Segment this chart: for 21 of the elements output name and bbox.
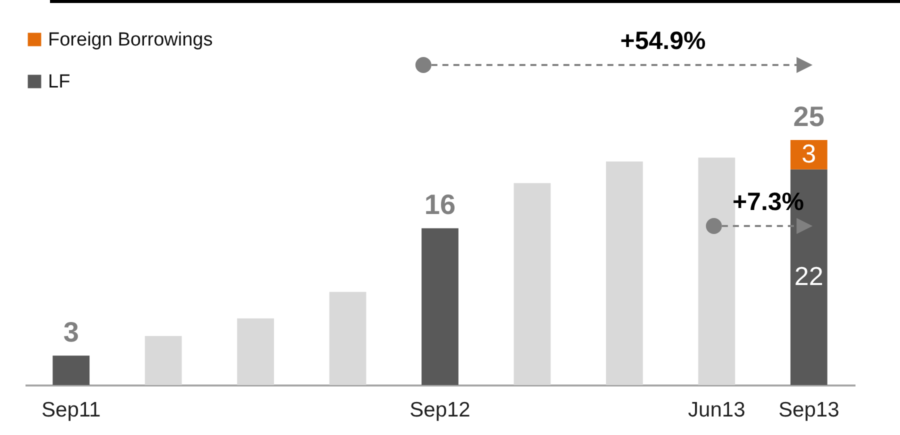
total-label: 25 <box>793 101 824 132</box>
x-tick-label: Sep13 <box>778 398 840 422</box>
bar <box>237 318 274 385</box>
data-label: 3 <box>63 316 79 348</box>
bar <box>144 336 182 385</box>
data-label: 22 <box>794 261 824 292</box>
x-tick-label: Jun13 <box>688 398 746 422</box>
text: +54.9% <box>620 27 706 55</box>
bar <box>698 158 736 385</box>
bar <box>329 292 366 385</box>
bar <box>514 183 551 385</box>
x-tick-label: Sep12 <box>410 398 470 422</box>
bar <box>422 228 458 385</box>
x-tick-label: Sep11 <box>42 398 101 422</box>
data-label: 3 <box>802 138 816 169</box>
bar <box>606 162 643 385</box>
bar <box>790 140 828 170</box>
legend-label: LF <box>48 72 70 92</box>
bar <box>52 356 90 385</box>
legend-label: Foreign Borrowings <box>48 30 213 50</box>
data-label: 16 <box>424 189 456 220</box>
